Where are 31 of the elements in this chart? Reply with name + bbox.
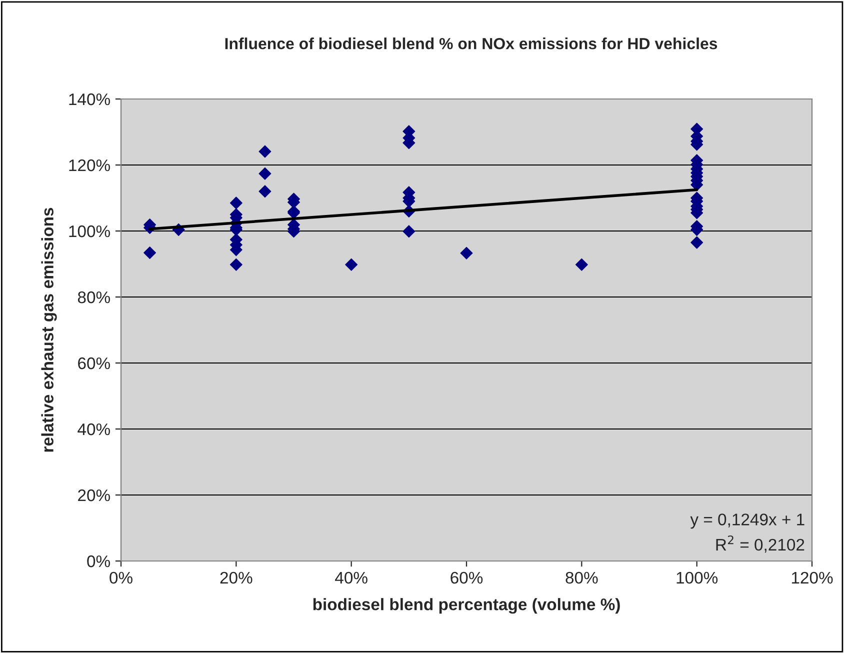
y-tick-label: 40% <box>78 423 110 436</box>
point <box>575 258 588 271</box>
x-tick-label: 0% <box>110 572 132 584</box>
y-tick-label: 140% <box>69 93 110 106</box>
point <box>690 236 704 249</box>
y-axis-title: relative exhaust gas emissions <box>41 208 57 452</box>
x-tick-label: 20% <box>220 572 252 584</box>
x-tick-label: 80% <box>566 572 598 584</box>
point <box>402 225 416 238</box>
point <box>230 258 242 271</box>
x-tick-label: 60% <box>450 572 483 584</box>
chart-title: Influence of biodiesel blend % on NOx emissions for HD vehicles <box>225 38 718 50</box>
point <box>144 246 156 260</box>
annotation: R$^{2}$ = 0,2102 <box>716 535 804 553</box>
point <box>230 196 242 210</box>
point <box>258 167 272 180</box>
x-tick-label: 100% <box>676 572 718 584</box>
y-tick-label: 80% <box>78 291 110 304</box>
x-tick-label: 40% <box>335 572 368 584</box>
point <box>258 185 272 198</box>
x-tick-label: 120% <box>792 572 833 584</box>
point <box>258 145 272 158</box>
y-tick-label: 20% <box>78 489 110 502</box>
point <box>460 246 473 260</box>
y-tick-label: 100% <box>69 225 110 238</box>
y-tick-label: 0% <box>87 555 110 568</box>
point <box>345 258 358 271</box>
annotation: y = 0,1249x + 1 <box>690 514 804 529</box>
y-tick-label: 120% <box>69 159 110 172</box>
y-tick-label: 60% <box>78 357 110 370</box>
x-axis-title: biodiesel blend percentage (volume %) <box>313 598 620 614</box>
